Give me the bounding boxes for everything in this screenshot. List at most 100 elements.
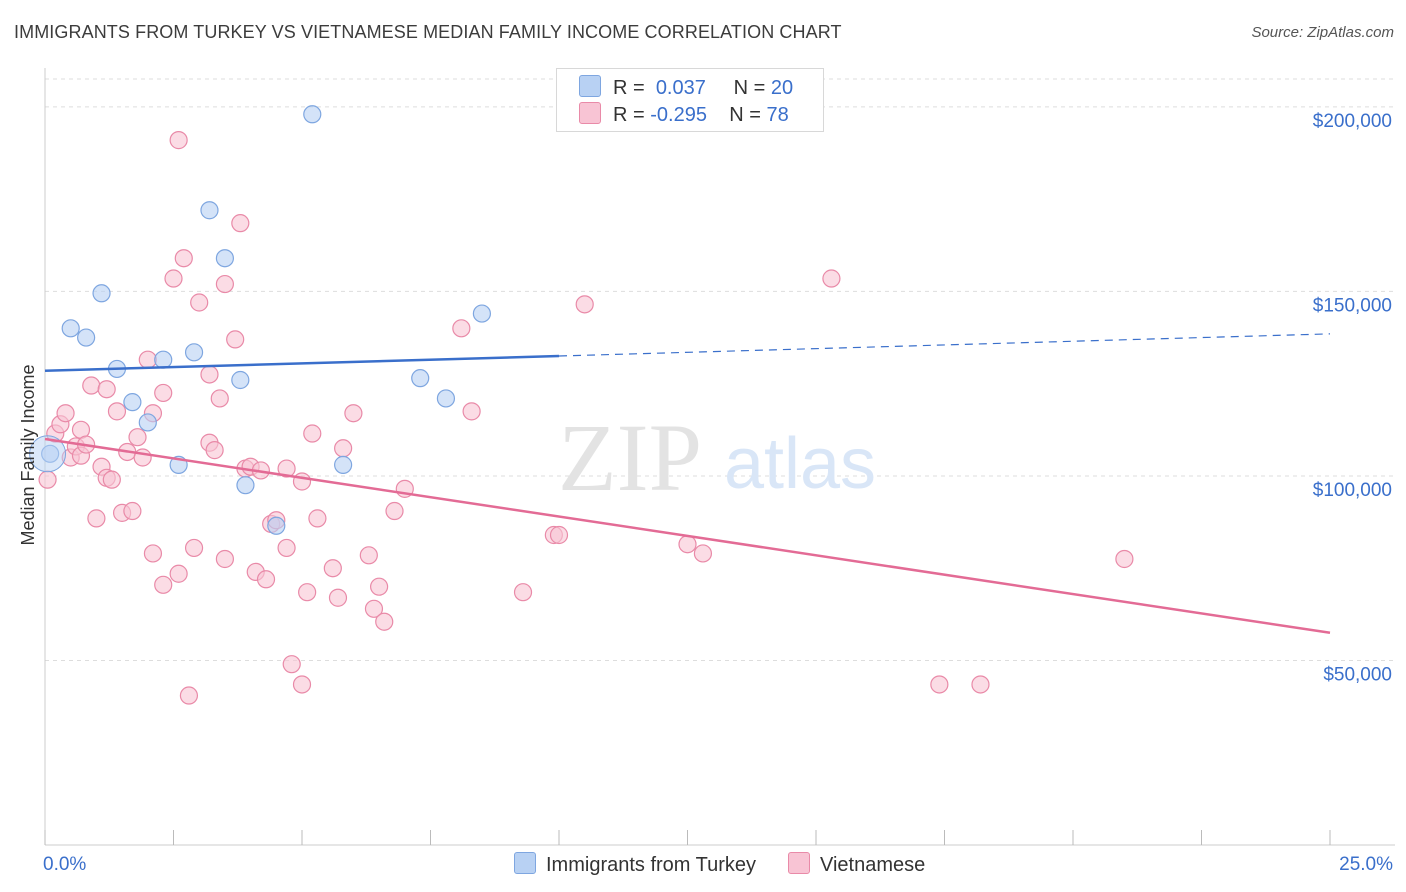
turkey-point <box>236 476 255 495</box>
vietnamese-point <box>452 319 471 338</box>
vietnamese-point <box>359 546 378 565</box>
vietnamese-point <box>549 525 569 545</box>
vietnamese-point <box>154 383 173 403</box>
correlation-legend: R = 0.037 N = 20 R = -0.295 N = 78 <box>556 68 824 132</box>
n-value: 20 <box>770 77 794 99</box>
vietnamese-point <box>693 544 713 563</box>
y-axis-label: Median Family Income <box>18 364 38 545</box>
vietnamese-point <box>462 402 481 421</box>
vietnamese-point <box>575 295 594 314</box>
turkey-trend-projection <box>558 333 1331 357</box>
vietnamese-point <box>143 544 163 563</box>
vietnamese-point <box>102 470 121 489</box>
source-label: Source: ZipAtlas.com <box>1251 24 1394 41</box>
vietnamese-point <box>215 274 234 294</box>
bottom-legend-turkey: Immigrants from Turkey <box>514 852 756 877</box>
n-label: N = <box>729 104 761 126</box>
vietnamese-point <box>385 501 404 521</box>
vietnamese-point <box>154 575 173 594</box>
vietnamese-point <box>133 448 152 467</box>
y-tick-label: $100,000 <box>1313 480 1392 501</box>
vietnamese-point <box>174 249 193 268</box>
vietnamese-point <box>375 612 394 631</box>
r-label: R = <box>613 104 645 126</box>
turkey-point-large <box>29 435 67 473</box>
pink-swatch-icon <box>579 102 601 124</box>
vietnamese-point <box>344 404 363 423</box>
vietnamese-point <box>210 389 229 408</box>
turkey-point <box>334 455 353 474</box>
vietnamese-point <box>292 472 312 491</box>
turkey-point <box>411 369 430 388</box>
turkey-point <box>77 328 96 347</box>
vietnamese-point <box>678 535 697 554</box>
turkey-point <box>267 516 286 535</box>
vietnamese-point <box>82 376 101 395</box>
vietnamese-point <box>256 570 276 589</box>
x-tick-label-start: 0.0% <box>43 854 86 875</box>
vietnamese-point <box>303 424 322 443</box>
vietnamese-point <box>328 588 348 607</box>
axis-labels: $50,000 $100,000 $150,000 $200,000 0.0% 25.0%… <box>18 111 1393 875</box>
vietnamese-point <box>370 577 389 596</box>
vietnamese-point <box>226 330 245 349</box>
r-label: R = <box>613 77 645 99</box>
blue-swatch-icon <box>579 75 601 97</box>
vietnamese-point <box>123 501 142 521</box>
vietnamese-point <box>277 538 296 558</box>
vietnamese-point <box>205 441 224 460</box>
vietnamese-point <box>200 365 219 384</box>
r-value: -0.295 <box>650 104 707 126</box>
vietnamese-point <box>308 509 327 528</box>
vietnamese-point <box>87 509 106 528</box>
data-points <box>29 105 1134 705</box>
watermark-atlas: atlas <box>724 424 876 504</box>
axes <box>44 68 1395 846</box>
turkey-point <box>154 350 173 369</box>
vietnamese-point <box>190 293 209 312</box>
vietnamese-point <box>184 538 204 558</box>
vietnamese-point <box>1115 549 1134 569</box>
n-value: 78 <box>766 104 789 126</box>
turkey-point <box>200 201 219 220</box>
vietnamese-point <box>107 402 127 421</box>
series-name: Vietnamese <box>820 854 926 876</box>
legend-row-turkey: R = 0.037 N = 20 <box>579 75 793 101</box>
x-tick-label-end: 25.0% <box>1339 854 1393 875</box>
vietnamese-point <box>169 131 188 150</box>
vietnamese-trend-line <box>44 437 1331 635</box>
vietnamese-point <box>971 675 990 694</box>
vietnamese-point <box>56 404 75 423</box>
turkey-point <box>138 413 157 432</box>
bottom-legend-vietnamese: Vietnamese <box>788 852 925 877</box>
turkey-point <box>184 343 204 362</box>
turkey-point <box>92 284 111 303</box>
pink-swatch-icon <box>788 852 810 874</box>
r-value: 0.037 <box>655 77 706 99</box>
vietnamese-point <box>323 559 342 578</box>
vietnamese-point <box>179 686 199 705</box>
n-label: N = <box>733 77 766 99</box>
vietnamese-point <box>334 439 353 458</box>
blue-swatch-icon <box>514 852 536 874</box>
vietnamese-point <box>164 269 183 288</box>
vietnamese-point <box>97 380 116 399</box>
vietnamese-point <box>292 675 312 694</box>
legend-row-vietnamese: R = -0.295 N = 78 <box>579 102 789 128</box>
watermark-zip: ZIP <box>558 404 702 511</box>
vietnamese-point <box>231 214 250 233</box>
vietnamese-point <box>277 459 296 478</box>
chart-title: IMMIGRANTS FROM TURKEY VS VIETNAMESE MED… <box>14 22 842 42</box>
vietnamese-point <box>298 583 317 602</box>
turkey-point <box>61 319 80 338</box>
vietnamese-point <box>282 655 301 674</box>
vietnamese-point <box>38 470 57 489</box>
turkey-point <box>215 249 234 268</box>
turkey-point <box>123 393 142 412</box>
trend-lines <box>44 333 1331 635</box>
vietnamese-point <box>169 564 188 583</box>
vietnamese-point <box>138 350 157 369</box>
vietnamese-point <box>215 549 234 569</box>
turkey-point <box>472 304 491 323</box>
